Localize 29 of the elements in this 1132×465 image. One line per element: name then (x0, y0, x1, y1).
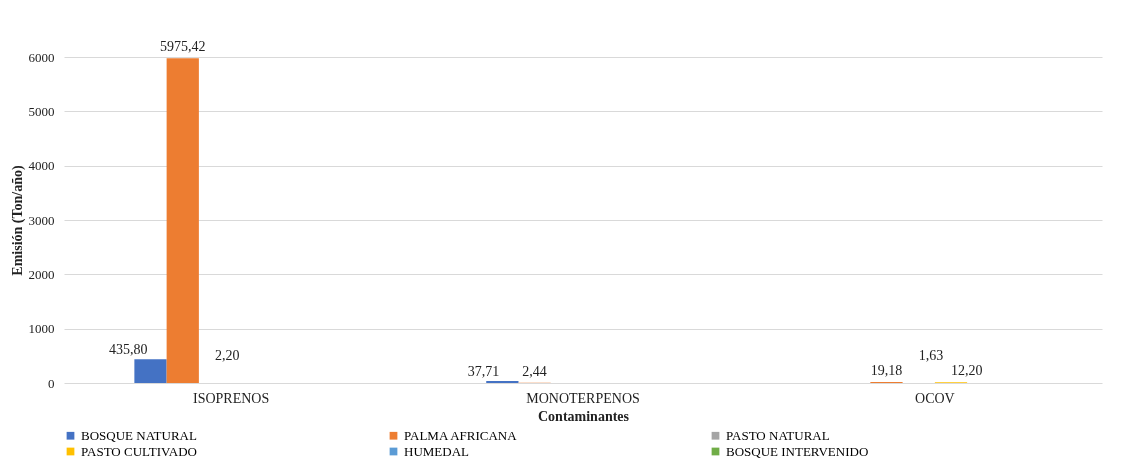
legend-label: BOSQUE INTERVENIDO (726, 443, 869, 459)
y-tick-label: 3000 (28, 212, 55, 228)
data-label: 1,63 (918, 347, 944, 363)
y-tick-label: 6000 (28, 49, 55, 65)
legend-label: PASTO CULTIVADO (81, 443, 197, 459)
x-tick-label: OCOV (915, 390, 955, 406)
x-tick-label: MONOTERPENOS (526, 390, 640, 406)
data-label: 2,44 (522, 363, 547, 379)
data-label: 5975,42 (160, 39, 206, 55)
legend-label: BOSQUE NATURAL (81, 427, 197, 443)
bar (486, 380, 519, 383)
y-axis-title: Emisión (Ton/año) (9, 164, 26, 276)
data-label: 435,80 (109, 342, 148, 358)
x-axis-title: Contaminantes (537, 408, 630, 424)
legend-label: HUMEDAL (404, 443, 470, 459)
data-label: 19,18 (870, 362, 903, 378)
bar (166, 58, 199, 383)
legend-label: PALMA AFRICANA (404, 427, 518, 443)
x-tick-label: ISOPRENOS (193, 390, 270, 406)
bar (134, 359, 167, 383)
legend-label: PASTO NATURAL (726, 427, 830, 443)
data-label: 37,71 (467, 363, 500, 379)
y-tick-label: 1000 (28, 321, 55, 337)
y-tick-label: 2000 (28, 266, 55, 282)
data-label: 2,20 (215, 347, 240, 363)
y-tick-label: 5000 (28, 103, 55, 119)
y-tick-label: 0 (48, 375, 55, 391)
data-label: 12,20 (950, 363, 983, 379)
y-tick-label: 4000 (28, 158, 55, 174)
